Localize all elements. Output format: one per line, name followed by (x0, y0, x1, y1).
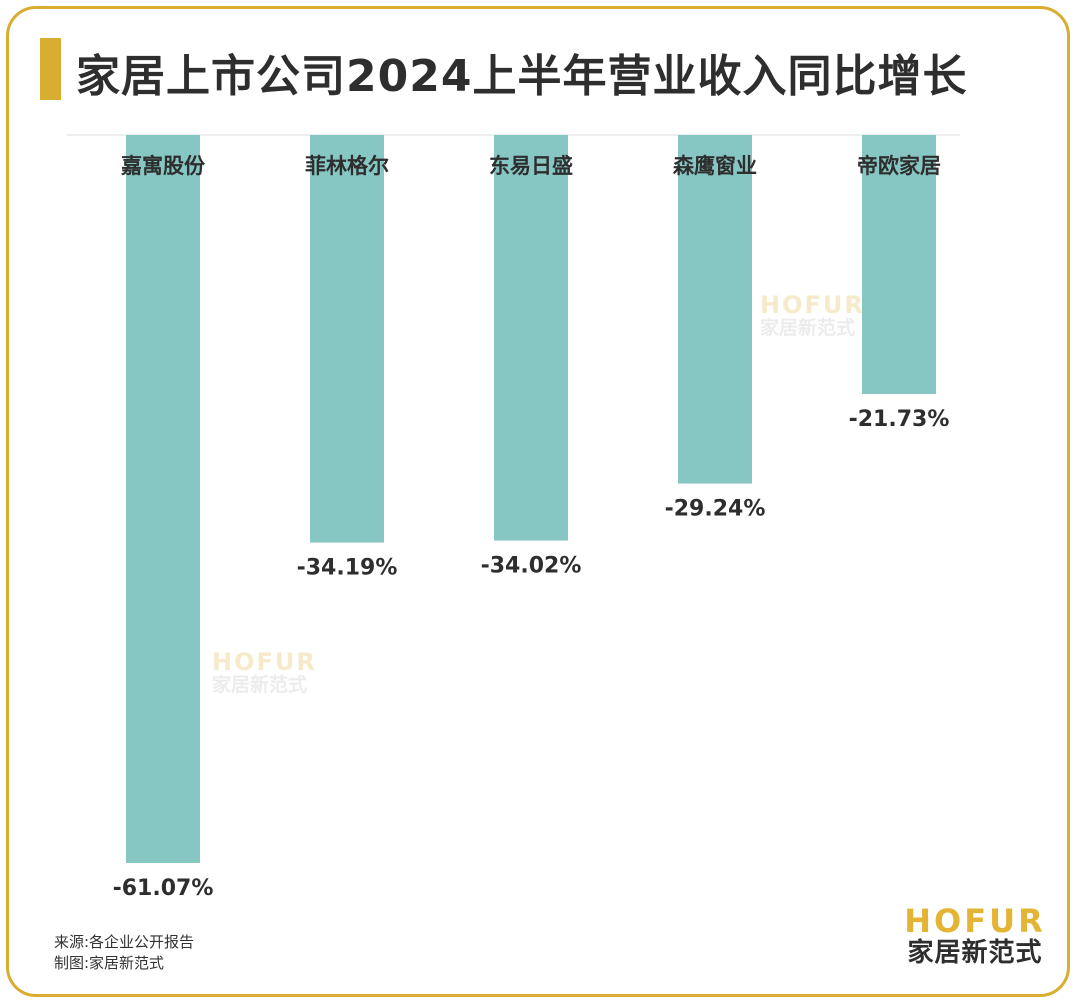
data-label: -34.19% (297, 556, 398, 581)
bar (862, 135, 936, 395)
source-note: 来源:各企业公开报告 制图:家居新范式 (54, 932, 194, 974)
watermark-en: HOFUR (760, 291, 865, 319)
brand-en: HOFUR (904, 902, 1046, 940)
data-label: -34.02% (481, 554, 582, 579)
bar (126, 135, 200, 863)
source-text: 来源:各企业公开报告 (54, 933, 195, 951)
watermark-cn: 家居新范式 (212, 674, 308, 696)
category-label: 嘉寓股份 (121, 154, 206, 178)
brand-logo: HOFUR 家居新范式 (902, 904, 1048, 968)
watermark-en: HOFUR (212, 648, 317, 676)
bar (678, 135, 752, 484)
credit-text: 制图:家居新范式 (54, 954, 165, 972)
category-label: 森鹰窗业 (673, 154, 757, 178)
data-label: -21.73% (849, 407, 950, 432)
watermark-cn: 家居新范式 (760, 317, 856, 339)
category-label: 菲林格尔 (305, 154, 389, 178)
watermark-logo: HOFUR 家居新范式 (212, 650, 317, 696)
data-label: -29.24% (665, 497, 766, 522)
chart-title: 家居上市公司2024上半年营业收入同比增长 (76, 51, 968, 102)
category-label: 帝欧家居 (857, 154, 941, 178)
watermark-logo: HOFUR 家居新范式 (760, 293, 865, 339)
bar (310, 135, 384, 543)
category-label: 东易日盛 (489, 154, 573, 178)
bar (494, 135, 568, 541)
brand-cn: 家居新范式 (907, 938, 1043, 968)
title-accent-bar (40, 38, 61, 100)
data-label: -61.07% (113, 876, 214, 901)
